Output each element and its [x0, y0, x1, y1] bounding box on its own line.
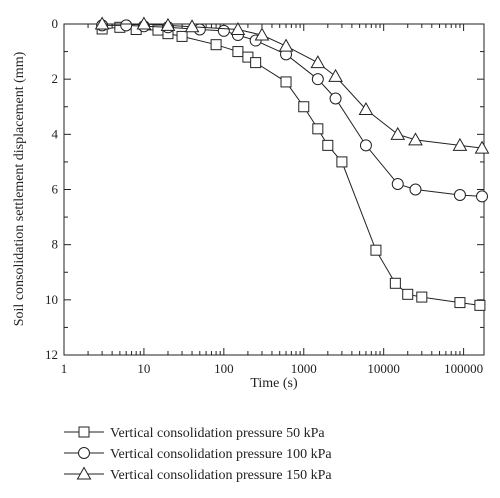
series-circle	[96, 19, 489, 203]
data-point	[280, 76, 292, 88]
y-tick-label: 6	[52, 182, 59, 197]
legend-marker	[76, 466, 92, 480]
data-point	[329, 92, 342, 105]
data-point	[370, 244, 382, 256]
x-tick-label: 1000	[291, 361, 317, 376]
data-point	[210, 39, 222, 51]
legend: Vertical consolidation pressure 50 kPa Ve…	[64, 426, 332, 483]
data-point	[391, 177, 404, 190]
data-point	[358, 101, 374, 116]
y-tick-label: 10	[45, 292, 58, 307]
series-line	[102, 24, 483, 197]
data-point	[184, 19, 200, 33]
data-point	[311, 73, 324, 86]
y-tick-label: 8	[52, 237, 59, 252]
x-axis-label: Time (s)	[250, 376, 298, 391]
legend-label: Vertical consolidation pressure 50 kPa	[110, 426, 325, 441]
data-point	[454, 297, 466, 309]
legend-entry: Vertical consolidation pressure 150 kPa	[64, 466, 332, 483]
legend-marker	[78, 447, 90, 459]
data-point	[94, 16, 110, 30]
legend-label: Vertical consolidation pressure 150 kPa	[110, 468, 332, 483]
x-tick-label: 10	[137, 361, 150, 376]
x-tick-label: 100000	[444, 361, 483, 376]
data-point	[250, 57, 262, 69]
data-point	[176, 30, 188, 42]
data-point	[390, 126, 406, 140]
x-tick-label: 1	[61, 361, 68, 376]
series-square	[96, 21, 486, 311]
data-point	[136, 16, 152, 30]
data-point	[322, 139, 334, 151]
data-point	[408, 132, 423, 146]
series-triangle	[94, 16, 490, 154]
legend-label: Vertical consolidation pressure 100 kPa	[110, 447, 332, 462]
y-tick-label: 12	[45, 347, 58, 362]
data-point	[242, 51, 254, 63]
data-point	[336, 156, 348, 168]
y-tick-label: 2	[52, 71, 59, 86]
data-point	[409, 183, 422, 196]
x-tick-label: 10000	[367, 361, 400, 376]
data-point	[298, 101, 310, 113]
x-tick-label: 100	[214, 361, 234, 376]
y-axis-label: Soil consolidation settlement displaceme…	[12, 51, 27, 326]
data-point	[476, 190, 489, 203]
data-point	[453, 189, 466, 202]
data-point	[230, 22, 246, 36]
series-layer	[94, 16, 490, 311]
data-point	[217, 24, 230, 37]
legend-entry: Vertical consolidation pressure 100 kPa	[64, 447, 332, 462]
y-axis-ticks: 0 2 4 6 8 10 12	[45, 16, 484, 362]
data-point	[310, 55, 326, 69]
legend-marker	[78, 426, 90, 438]
data-point	[359, 139, 372, 152]
data-point	[416, 291, 428, 303]
data-point	[474, 299, 486, 311]
data-point	[120, 19, 133, 32]
legend-entry: Vertical consolidation pressure 50 kPa	[64, 426, 325, 441]
data-point	[328, 68, 343, 82]
data-point	[312, 123, 324, 135]
data-point	[402, 288, 414, 300]
data-point	[389, 277, 401, 289]
data-point	[232, 46, 244, 58]
data-point	[474, 140, 490, 154]
series-line	[102, 26, 480, 306]
data-point	[254, 27, 270, 41]
data-point	[452, 137, 468, 151]
series-line	[102, 23, 483, 149]
data-point	[160, 17, 176, 31]
x-axis-ticks: 1 10 100 1000 10000 100000	[61, 24, 483, 376]
y-tick-label: 4	[52, 126, 59, 141]
data-point	[278, 38, 294, 52]
y-tick-label: 0	[52, 16, 59, 31]
